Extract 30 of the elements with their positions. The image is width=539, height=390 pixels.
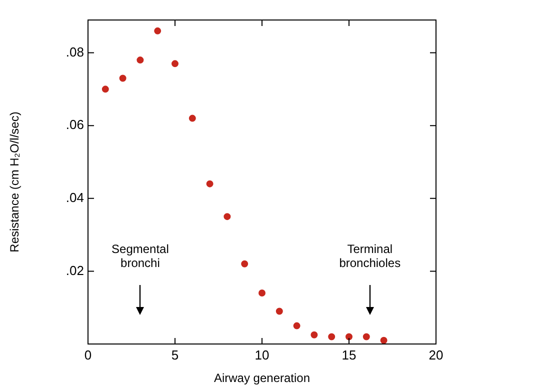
y-tick-label: .02 [66,262,84,278]
annotation: Terminal bronchioles [339,242,401,270]
point [206,180,214,188]
point [154,27,162,34]
y-tick-label: .08 [66,44,84,60]
point [136,56,144,64]
x-tick-label: 5 [171,347,179,362]
x-tick-label: 15 [342,347,356,362]
point [276,308,283,315]
point [172,60,178,68]
point [241,260,248,268]
point [188,114,196,122]
y-tick-label: .06 [66,117,84,132]
point [310,331,318,338]
y-axis-title: Resistance (cm H₂O/l/sec) [8,112,22,252]
x-tick-label: 20 [428,347,444,362]
point [102,86,109,93]
point [258,290,266,297]
point [328,333,336,340]
x-axis-title: Airway generation [214,371,310,386]
point [119,74,126,82]
point [224,213,231,220]
point [362,333,370,340]
point [293,322,300,330]
point [346,333,352,340]
x-tick-label: 0 [84,347,92,362]
x-tick-label: 10 [254,347,270,362]
y-tick-label: .04 [66,190,84,205]
point [380,336,388,344]
annotation: Segmental bronchi [112,242,169,270]
